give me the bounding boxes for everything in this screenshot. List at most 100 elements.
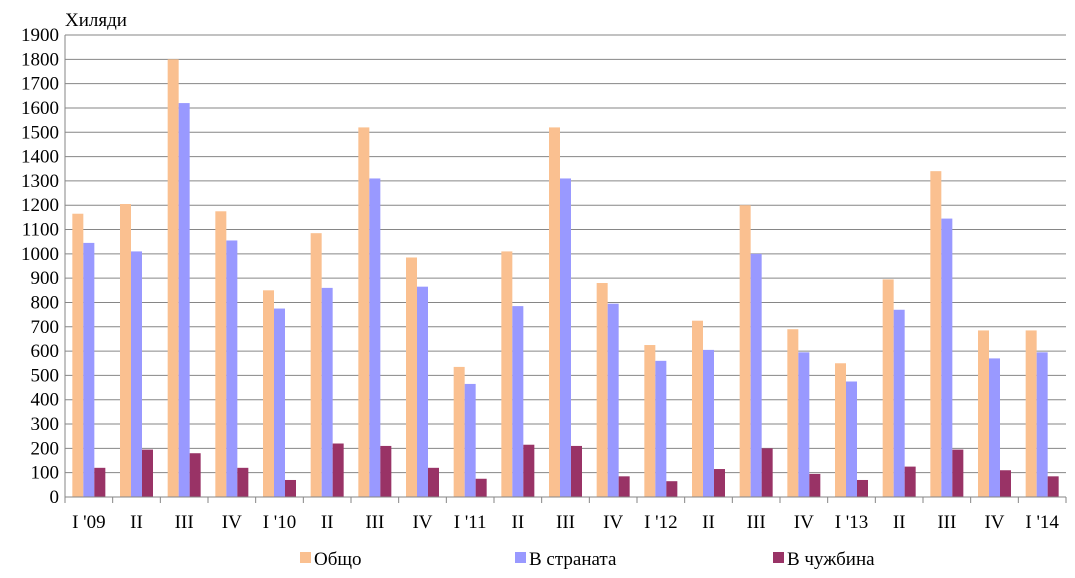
- x-tick-label: I '14: [1025, 512, 1059, 533]
- bar: [1000, 470, 1011, 497]
- bar: [369, 178, 381, 497]
- bar: [453, 366, 465, 497]
- x-tick-label: IV: [222, 512, 242, 533]
- x-tick-label: II: [130, 512, 143, 533]
- x-tick-label: III: [556, 512, 575, 533]
- bar: [655, 360, 667, 497]
- bar: [321, 287, 333, 497]
- bar: [893, 309, 905, 497]
- bar: [417, 286, 428, 497]
- y-tick-label: 1100: [22, 220, 59, 241]
- bar: [178, 103, 190, 497]
- y-tick-label: 1700: [21, 74, 59, 95]
- y-tick-label: 500: [31, 365, 60, 386]
- bar: [285, 479, 296, 497]
- y-tick-label: 100: [31, 463, 60, 484]
- bar: [464, 383, 476, 497]
- bar: [761, 448, 773, 497]
- bar: [428, 467, 439, 497]
- x-tick-label: III: [747, 512, 766, 533]
- y-axis-ticks: 0 100 200 300 400 500 600 700 800 900 1000 1100 1200…: [21, 25, 59, 508]
- bar: [596, 283, 608, 497]
- x-tick-label: I '10: [263, 512, 297, 533]
- legend-label: В чужбина: [787, 549, 875, 570]
- y-tick-label: 1400: [21, 147, 59, 168]
- y-tick-label: 900: [31, 268, 60, 289]
- x-tick-label: I '13: [835, 512, 869, 533]
- x-tick-label: II: [512, 512, 525, 533]
- legend-swatch: [300, 552, 311, 563]
- bar: [406, 257, 417, 497]
- y-tick-label: 1000: [21, 244, 59, 265]
- bar: [835, 363, 846, 497]
- bar: [549, 127, 560, 498]
- y-tick-label: 700: [31, 317, 60, 338]
- bar: [714, 469, 725, 497]
- bar: [904, 466, 916, 497]
- bar: [1047, 476, 1059, 497]
- bar: [941, 218, 953, 497]
- legend-swatch: [515, 552, 526, 563]
- y-tick-label: 200: [31, 438, 60, 459]
- axes: [64, 35, 1067, 503]
- x-tick-label: IV: [984, 512, 1004, 533]
- y-tick-label: 300: [31, 414, 60, 435]
- bar: [703, 349, 714, 497]
- bar: [750, 253, 762, 497]
- legend-label: Общо: [314, 549, 362, 570]
- x-tick-label: I '11: [454, 512, 487, 533]
- bar: [237, 467, 249, 497]
- bar: [1036, 352, 1048, 497]
- bar: [618, 476, 630, 497]
- bar: [798, 352, 810, 497]
- legend-label: В страната: [529, 549, 617, 570]
- bar: [358, 127, 370, 498]
- bar: [666, 481, 678, 497]
- bar: [167, 59, 179, 497]
- bar: [560, 178, 571, 497]
- bar: [274, 308, 285, 497]
- bar: [83, 242, 95, 497]
- bar: [120, 203, 131, 497]
- bar: [930, 171, 942, 497]
- legend: Общо В страната В чужбина: [300, 549, 875, 570]
- x-tick-label: IV: [794, 512, 814, 533]
- x-tick-label: I '12: [644, 512, 678, 533]
- y-tick-label: 1800: [21, 49, 59, 70]
- bar: [215, 211, 227, 497]
- bar: [644, 345, 656, 497]
- y-tick-label: 1900: [21, 25, 59, 46]
- bar: [692, 320, 703, 497]
- bar: [846, 381, 857, 497]
- y-tick-label: 0: [50, 487, 60, 508]
- y-tick-label: 1300: [21, 171, 59, 192]
- x-axis-ticks: I '09 II III IV I '10 II III IV I '11 II III IV I '1…: [72, 512, 1059, 533]
- bar: [809, 473, 821, 497]
- x-tick-label: IV: [603, 512, 623, 533]
- legend-swatch: [773, 552, 784, 563]
- y-tick-label: 800: [31, 292, 60, 313]
- bar: [571, 445, 582, 497]
- y-axis-label: Хиляди: [65, 10, 127, 31]
- bar: [263, 290, 274, 497]
- bar: [978, 330, 989, 497]
- bar: [739, 205, 751, 498]
- y-tick-label: 1200: [21, 195, 59, 216]
- x-tick-label: IV: [412, 512, 432, 533]
- bar: [189, 453, 201, 497]
- bar: [787, 329, 799, 497]
- bar: [142, 449, 153, 497]
- x-tick-label: II: [321, 512, 334, 533]
- bar: [952, 449, 964, 497]
- bar: [380, 445, 392, 497]
- bar: [1025, 330, 1037, 497]
- bar: [989, 358, 1000, 497]
- x-tick-label: II: [702, 512, 715, 533]
- bar: [882, 279, 894, 497]
- bar: [72, 213, 84, 497]
- x-tick-label: III: [937, 512, 956, 533]
- bar: [131, 251, 142, 497]
- y-tick-label: 600: [31, 341, 60, 362]
- bar: [332, 443, 344, 497]
